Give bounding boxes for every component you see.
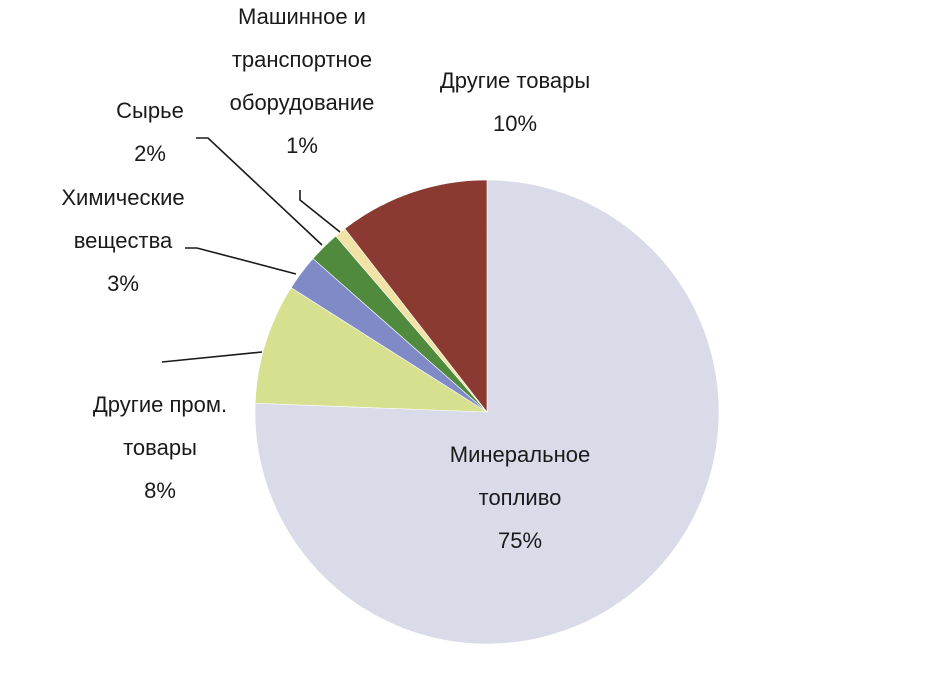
- slice-name-line: транспортное: [232, 47, 372, 72]
- slice-name-line: Другие пром.: [93, 392, 227, 417]
- slice-name-line: товары: [123, 435, 197, 460]
- slice-label-2: Другие пром. товары 8%: [93, 392, 227, 503]
- leader-line-4: [196, 137, 323, 246]
- slice-name-line: Сырье: [116, 98, 184, 123]
- slice-label-5: Машинное и транспортное оборудование 1%: [230, 4, 375, 158]
- slice-label-6: Другие товары 10%: [440, 68, 590, 136]
- slice-percent-label: 10%: [493, 111, 537, 136]
- slice-name-line: топливо: [479, 485, 562, 510]
- slice-percent-label: 1%: [286, 133, 318, 158]
- slice-name-line: Другие товары: [440, 68, 590, 93]
- slice-name-line: Минеральное: [450, 442, 590, 467]
- slice-label-4: Сырье 2%: [116, 98, 184, 166]
- pie-slice-6: [344, 179, 488, 413]
- leader-line-3: [185, 247, 297, 275]
- slice-name-line: вещества: [74, 228, 173, 253]
- slice-label-3: Химические вещества 3%: [61, 185, 184, 296]
- slice-percent-label: 75%: [498, 528, 542, 553]
- slice-labels: Минеральное топливо 75% Другие пром. товары 8…: [61, 4, 590, 553]
- slice-name-line: Химические: [61, 185, 184, 210]
- pie-slices: [254, 179, 720, 645]
- slice-percent-label: 2%: [134, 141, 166, 166]
- leader-lines: [161, 137, 341, 363]
- slice-label-1: Минеральное топливо 75%: [450, 442, 590, 553]
- slice-percent-label: 3%: [107, 271, 139, 296]
- pie-slice-2: [254, 287, 489, 413]
- slice-name-line: Машинное и: [238, 4, 366, 29]
- slice-percent-label: 8%: [144, 478, 176, 503]
- slice-name-line: оборудование: [230, 90, 375, 115]
- leader-line-5: [299, 190, 341, 233]
- leader-line-2: [161, 351, 263, 363]
